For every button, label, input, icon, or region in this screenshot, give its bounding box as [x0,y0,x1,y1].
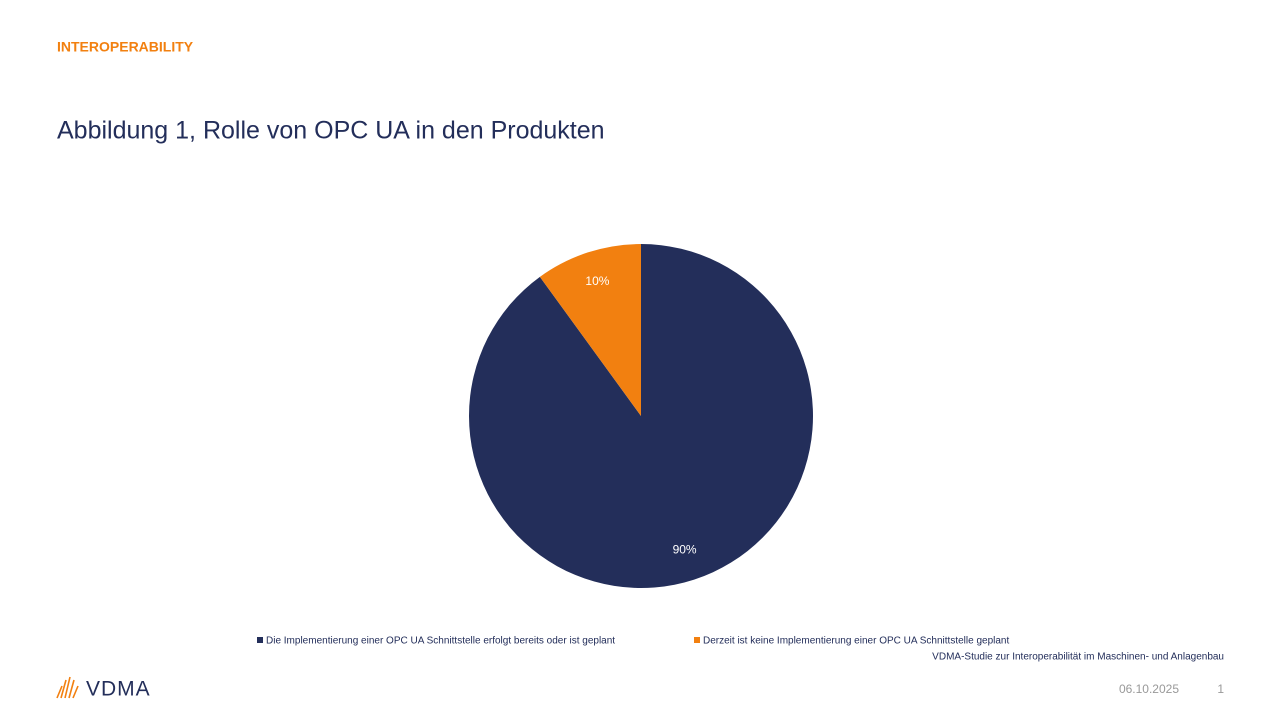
pie-slice [539,244,641,416]
page-number: 1 [1217,682,1224,696]
kicker: INTEROPERABILITY [57,39,194,55]
legend-label: Derzeit ist keine Implementierung einer … [703,636,1009,647]
date: 06.10.2025 [1119,682,1179,696]
source: VDMA-Studie zur Interoperabilität im Mas… [932,652,1224,663]
legend-label: Die Implementierung einer OPC UA Schnitt… [266,636,615,647]
slide-title: Abbildung 1, Rolle von OPC UA in den Pro… [57,117,605,145]
legend-swatch [257,637,263,643]
legend-swatch [694,637,700,643]
logo-text: VDMA [86,678,151,701]
pie-slice [469,244,814,588]
data-label: 10% [585,274,609,288]
logo [56,676,79,699]
data-label: 90% [673,542,697,556]
